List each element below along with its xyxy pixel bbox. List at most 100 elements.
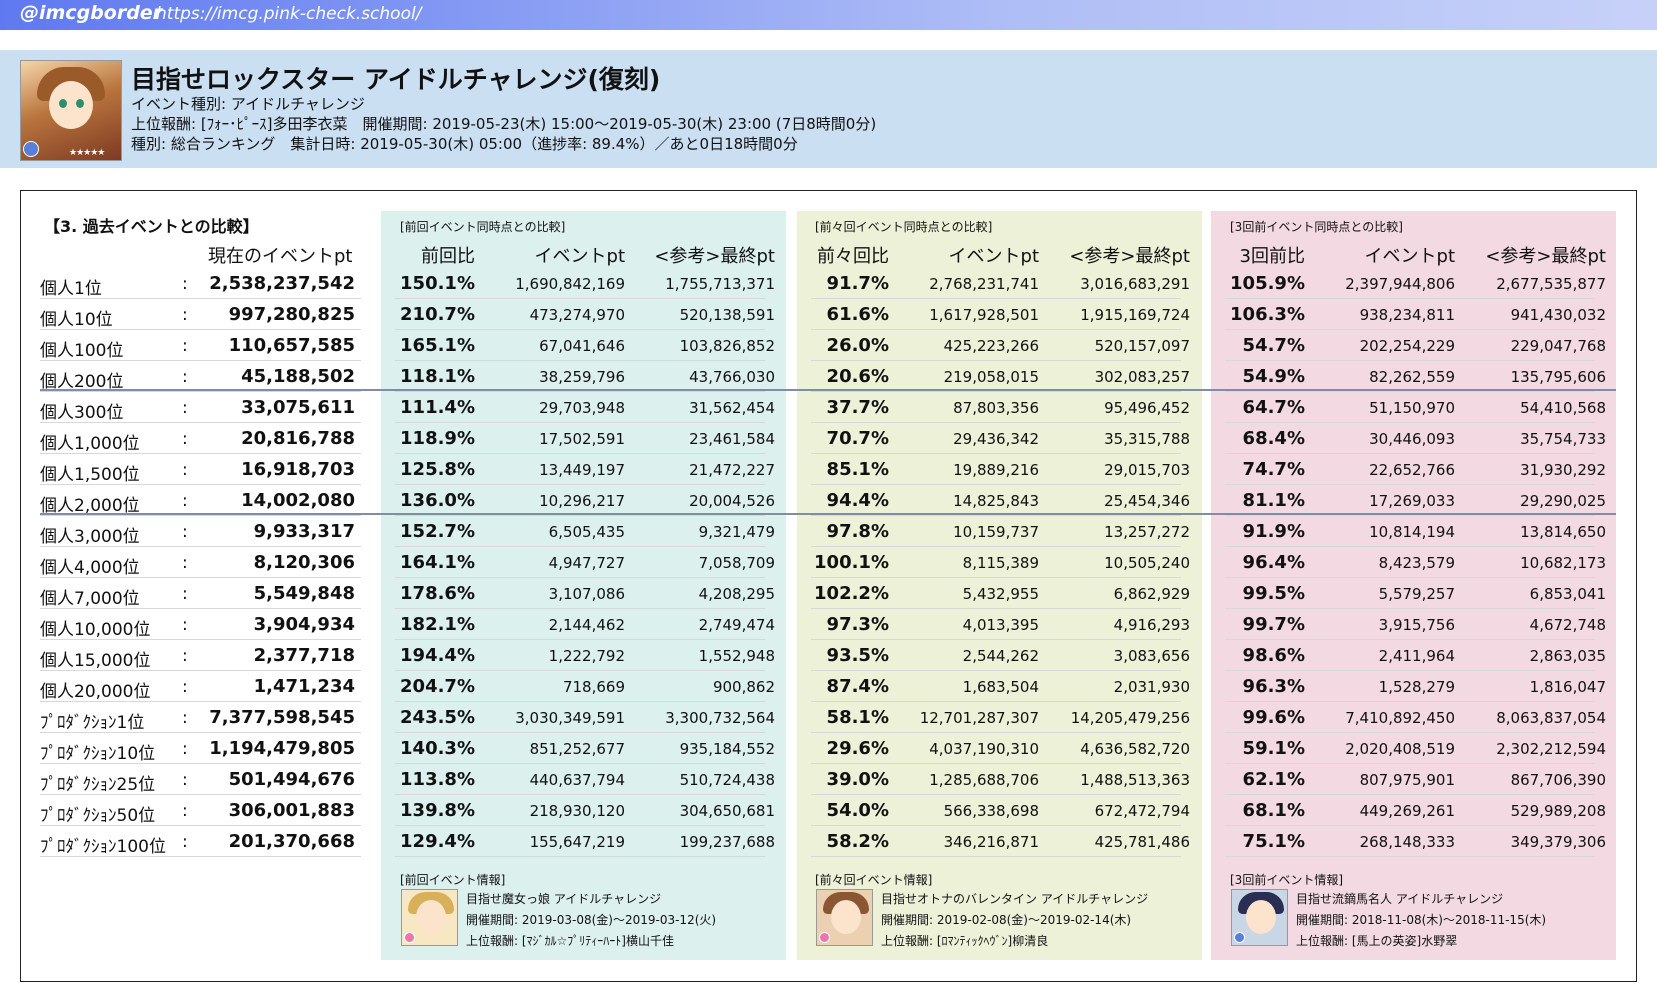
event-pt-value-two-before: 87,803,356 <box>953 399 1039 417</box>
colon-separator: : <box>182 305 188 325</box>
colon-separator: : <box>182 584 188 604</box>
row-underline <box>811 701 1181 702</box>
ratio-value-two-before: 61.6% <box>826 304 889 325</box>
final-pt-value-previous: 304,650,681 <box>679 802 775 820</box>
event-idol-avatar: ★★★★★ <box>20 60 122 161</box>
final-pt-value-previous: 1,552,948 <box>698 647 775 665</box>
final-pt-value-three-before: 2,302,212,594 <box>1496 740 1606 758</box>
row-underline <box>1225 825 1595 826</box>
row-underline <box>1225 546 1595 547</box>
current-pt-header: 現在のイベントpt <box>208 246 353 267</box>
final-pt-value-two-before: 13,257,272 <box>1104 523 1190 541</box>
current-pt-value: 16,918,703 <box>241 459 355 480</box>
colon-separator: : <box>182 739 188 759</box>
table-row: ﾌﾟﾛﾀﾞｸｼｮﾝ10位: 1,194,479,805 140.3% 851,252,… <box>0 733 1657 764</box>
table-row: 個人7,000位: 5,549,848 178.6% 3,107,086 4,208,2… <box>0 578 1657 609</box>
row-underline <box>395 670 765 671</box>
ratio-value-two-before: 87.4% <box>826 676 889 697</box>
ratio-value-previous: 150.1% <box>400 273 475 294</box>
row-underline <box>811 639 1181 640</box>
rank-label: 個人100位 <box>40 341 124 361</box>
row-underline <box>395 794 765 795</box>
ratio-value-three-before: 62.1% <box>1242 769 1305 790</box>
event-reward-period: 上位報酬: [ﾌｫｰ･ﾋﾟｰｽ]多田李衣菜 開催期間: 2019-05-23(木… <box>131 115 877 133</box>
colon-separator: : <box>182 770 188 790</box>
past-event-name-two-before: 目指せオトナのバレンタイン アイドルチャレンジ <box>881 892 1149 906</box>
row-underline <box>811 856 1181 857</box>
colon-separator: : <box>182 336 188 356</box>
row-underline <box>395 639 765 640</box>
current-pt-value: 306,001,883 <box>228 800 355 821</box>
row-underline <box>40 639 361 640</box>
row-underline <box>811 298 1181 299</box>
event-pt-value-previous: 851,252,677 <box>529 740 625 758</box>
rank-label: ﾌﾟﾛﾀﾞｸｼｮﾝ10位 <box>40 744 156 764</box>
event-pt-value-two-before: 12,701,287,307 <box>919 709 1039 727</box>
rank-label: ﾌﾟﾛﾀﾞｸｼｮﾝ50位 <box>40 806 156 826</box>
row-underline <box>811 391 1181 392</box>
event-pt-value-two-before: 219,058,015 <box>943 368 1039 386</box>
row-underline <box>40 825 361 826</box>
final-pt-value-three-before: 529,989,208 <box>1510 802 1606 820</box>
past-event-label-three-before: [3回前イベント情報] <box>1230 873 1343 887</box>
colon-separator: : <box>182 708 188 728</box>
row-underline <box>395 329 765 330</box>
final-pt-value-three-before: 349,379,306 <box>1510 833 1606 851</box>
row-underline <box>40 298 361 299</box>
rank-label: 個人3,000位 <box>40 527 140 547</box>
row-underline <box>1225 763 1595 764</box>
rank-label: 個人20,000位 <box>40 682 151 702</box>
final-pt-value-three-before: 941,430,032 <box>1510 306 1606 324</box>
ratio-value-previous: 210.7% <box>400 304 475 325</box>
ratio-value-two-before: 54.0% <box>826 800 889 821</box>
table-row: 個人3,000位: 9,933,317 152.7% 6,505,435 9,321,4… <box>0 516 1657 547</box>
ratio-value-two-before: 97.8% <box>826 521 889 542</box>
final-pt-value-three-before: 31,930,292 <box>1520 461 1606 479</box>
event-pt-value-two-before: 2,544,262 <box>962 647 1039 665</box>
row-underline <box>811 422 1181 423</box>
row-underline <box>395 608 765 609</box>
ratio-value-three-before: 64.7% <box>1242 397 1305 418</box>
row-underline <box>1225 577 1595 578</box>
row-underline <box>811 670 1181 671</box>
row-underline <box>811 763 1181 764</box>
ratio-value-previous: 113.8% <box>400 769 475 790</box>
final-pt-value-three-before: 13,814,650 <box>1520 523 1606 541</box>
ratio-value-previous: 182.1% <box>400 614 475 635</box>
ratio-value-three-before: 75.1% <box>1242 831 1305 852</box>
row-underline <box>395 577 765 578</box>
row-underline <box>811 515 1181 516</box>
past-event-period-three-before: 開催期間: 2018-11-08(木)～2018-11-15(木) <box>1296 913 1547 927</box>
final-pt-value-three-before: 2,677,535,877 <box>1496 275 1606 293</box>
ratio-value-three-before: 68.1% <box>1242 800 1305 821</box>
ratio-value-two-before: 39.0% <box>826 769 889 790</box>
ratio-value-previous: 125.8% <box>400 459 475 480</box>
past-event-period-two-before: 開催期間: 2019-02-08(金)～2019-02-14(木) <box>881 913 1132 927</box>
ratio-value-previous: 129.4% <box>400 831 475 852</box>
site-url[interactable]: https://imcg.pink-check.school/ <box>156 4 422 24</box>
row-underline <box>395 391 765 392</box>
rank-label: ﾌﾟﾛﾀﾞｸｼｮﾝ100位 <box>40 837 166 857</box>
event-pt-value-two-before: 1,683,504 <box>962 678 1039 696</box>
table-row: ﾌﾟﾛﾀﾞｸｼｮﾝ50位: 306,001,883 139.8% 218,930,12… <box>0 795 1657 826</box>
pt-header-three-before: イベントpt <box>1364 246 1455 267</box>
ratio-value-two-before: 70.7% <box>826 428 889 449</box>
event-pt-value-three-before: 30,446,093 <box>1369 430 1455 448</box>
ratio-value-two-before: 29.6% <box>826 738 889 759</box>
group-label-previous: [前回イベント同時点との比較] <box>400 220 566 234</box>
event-pt-value-three-before: 10,814,194 <box>1369 523 1455 541</box>
ratio-value-three-before: 96.4% <box>1242 552 1305 573</box>
row-underline <box>1225 794 1595 795</box>
current-pt-value: 45,188,502 <box>241 366 355 387</box>
colon-separator: : <box>182 801 188 821</box>
final-pt-value-three-before: 1,816,047 <box>1529 678 1606 696</box>
ratio-value-three-before: 54.9% <box>1242 366 1305 387</box>
rank-label: 個人10,000位 <box>40 620 151 640</box>
event-pt-value-previous: 440,637,794 <box>529 771 625 789</box>
event-pt-value-two-before: 2,768,231,741 <box>929 275 1039 293</box>
ratio-value-two-before: 93.5% <box>826 645 889 666</box>
ratio-value-previous: 118.1% <box>400 366 475 387</box>
row-underline <box>40 329 361 330</box>
row-underline <box>1225 391 1595 392</box>
ratio-header-two-before: 前々回比 <box>817 246 889 267</box>
